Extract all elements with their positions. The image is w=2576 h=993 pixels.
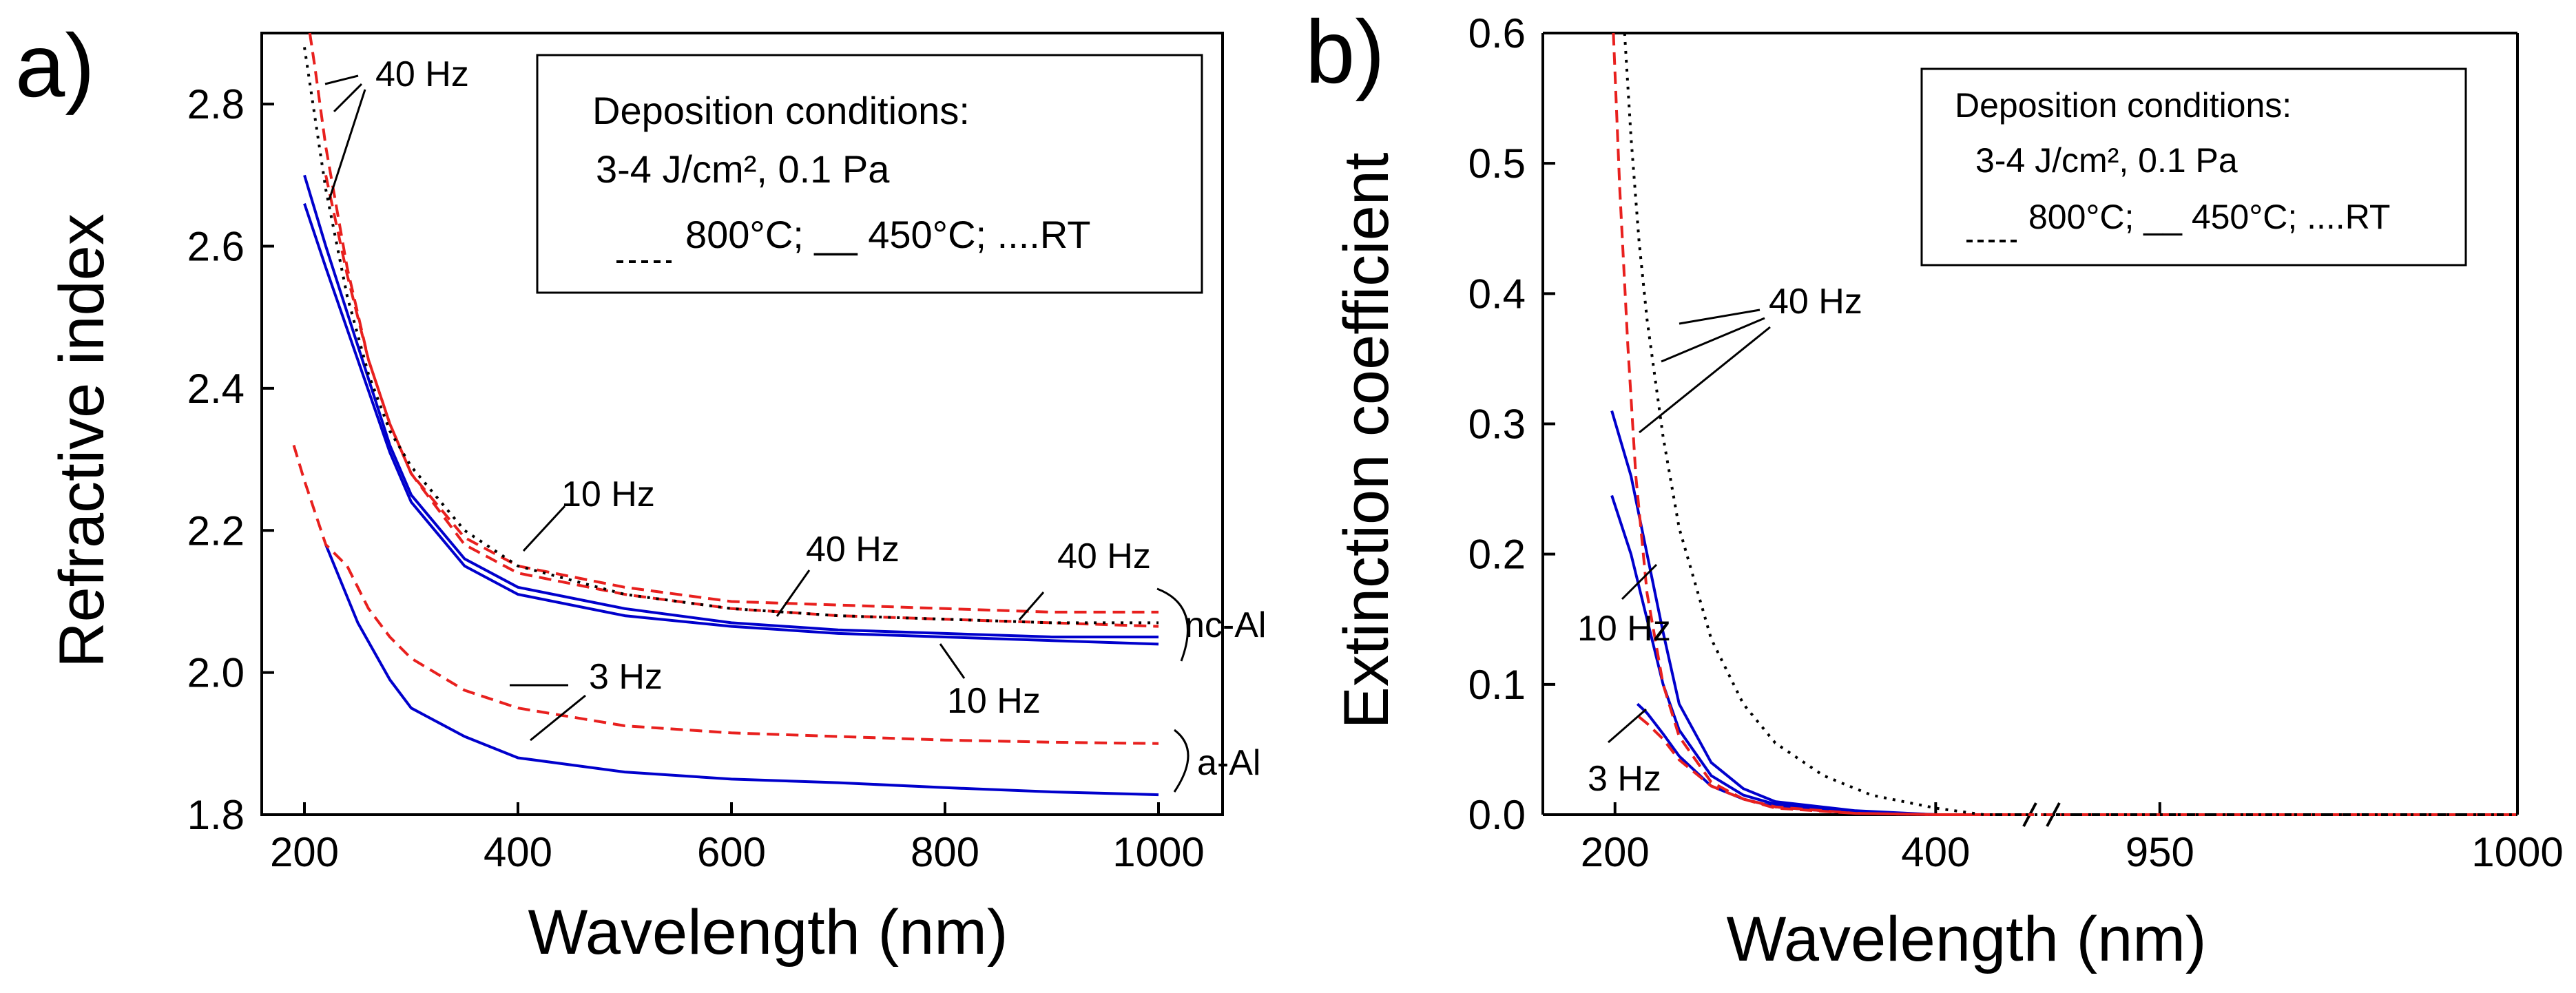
panel-b-x-ticks: 200 400 950 1000 [1581,802,2564,875]
panel-b-annotations [1608,309,1771,744]
panel-b-legend: Deposition conditions: 3-4 J/cm², 0.1 Pa… [1920,67,2467,266]
panel-b-x-tick-label: 950 [2126,829,2194,875]
panel-a-label: a) [15,15,95,116]
panel-b-arrow-40hz-1 [1679,309,1760,325]
panel-b-arrow-40hz-3 [1639,326,1771,434]
panel-a-arrow-40hz-mid [776,569,811,617]
panel-a-label-40hz-right: 40 Hz [1057,536,1151,576]
panel-a-x-ticks: 200 400 600 800 1000 [270,802,1205,875]
panel-b-label-40hz: 40 Hz [1769,282,1862,322]
panel-b-x-tick-label: 200 [1581,829,1650,875]
panel-a-label-40hz-top: 40 Hz [375,54,469,94]
panel-a-series-line [292,444,1159,745]
panel-b-arrow-10hz [1621,563,1658,600]
panel-a-series-line [324,174,1159,628]
panel-b-series-line [1638,715,1984,816]
panel-a-label-3hz: 3 Hz [589,657,663,697]
panel-b-y-axis-label: Extinction coefficient [1331,153,1402,729]
panel-b-label-10hz: 10 Hz [1577,609,1671,649]
panel-a-series-line [324,544,1159,797]
panel-b: b) Extinction coefficient Wavelength (nm… [1305,1,2564,974]
panel-a-x-tick-label: 400 [484,829,552,875]
panel-a-y-tick-label: 1.8 [187,792,245,838]
panel-b-arrow-3hz [1608,708,1647,744]
panel-a-annotations [324,74,1190,793]
panel-a-x-tick-label: 200 [270,829,339,875]
panel-a-legend-line2: 800°C; __ 450°C; ....RT [685,213,1091,256]
panel-a-arrow-40hz-right [1018,592,1045,620]
panel-a-y-tick-label: 2.6 [187,224,245,270]
panel-b-y-tick-label: 0.1 [1468,662,1526,708]
panel-b-y-tick-label: 0.5 [1468,140,1526,187]
panel-a-y-tick-label: 2.4 [187,366,245,412]
panel-a-series-line [303,174,1159,638]
panel-b-legend-title: Deposition conditions: [1955,86,2292,125]
panel-b-legend-line2: 800°C; __ 450°C; ....RT [2028,198,2390,236]
panel-b-arrow-40hz-2 [1661,317,1765,363]
panel-b-y-tick-label: 0.3 [1468,401,1526,448]
panel-a-label-a-al: a-Al [1197,743,1260,783]
panel-b-legend-box [1920,67,2467,266]
panel-a-a-bracket [1173,729,1190,793]
panel-a-arrow-3hz-2 [530,694,586,742]
panel-b-x-tick-label: 1000 [2471,829,2563,875]
panel-b-y-tick-label: 0.0 [1468,792,1526,838]
panel-a-series-line [303,202,1159,646]
panel-b-y-ticks: 0.0 0.1 0.2 0.3 0.4 0.5 0.6 [1468,10,1555,838]
panel-a-arrow-10hz [522,505,566,552]
panel-b-x-axis-label: Wavelength (nm) [1726,904,2206,974]
panel-b-legend-line1: 3-4 J/cm², 0.1 Pa [1975,141,2238,180]
panel-a-y-axis-label: Refractive index [47,213,117,668]
panel-a-legend-title: Deposition conditions: [592,89,970,132]
panel-a-arrow-40hz-2 [333,83,363,113]
panel-a-x-tick-label: 600 [697,829,766,875]
panel-a-legend-line1: 3-4 J/cm², 0.1 Pa [596,147,890,191]
panel-a-x-axis-label: Wavelength (nm) [528,897,1008,968]
panel-a-arrow-40hz-1 [324,74,359,85]
panel-b-series-line [1612,32,2517,816]
panel-b-series [1610,32,2517,816]
panel-b-y-tick-label: 0.6 [1468,10,1526,56]
panel-a-y-tick-label: 2.0 [187,650,245,696]
panel-a: a) Refractive index Wavelength (nm) 200 4… [15,15,1266,968]
panel-a-label-nc-al: nc-Al [1185,605,1266,645]
panel-b-x-tick-label: 400 [1901,829,1970,875]
panel-b-label: b) [1305,1,1385,102]
panel-a-label-10hz-low: 10 Hz [947,681,1041,721]
panel-a-y-tick-label: 2.8 [187,81,245,127]
panel-a-plot-frame [260,32,1224,816]
panel-a-arrow-10hz-low [939,643,966,679]
panel-a-y-tick-label: 2.2 [187,508,245,554]
panel-a-legend-box [536,54,1203,294]
panel-a-y-ticks: 1.8 2.0 2.2 2.4 2.6 2.8 [187,81,274,838]
panel-a-legend: Deposition conditions: 3-4 J/cm², 0.1 Pa… [536,54,1203,294]
panel-a-label-40hz-mid: 40 Hz [806,530,900,569]
panel-b-y-tick-label: 0.2 [1468,532,1526,578]
panel-a-arrow-40hz-3 [328,89,366,200]
panel-b-y-tick-label: 0.4 [1468,271,1526,317]
panel-a-x-tick-label: 800 [911,829,979,875]
panel-a-x-tick-label: 1000 [1112,829,1204,875]
panel-a-label-10hz-mid: 10 Hz [561,474,655,514]
panel-b-label-3hz: 3 Hz [1588,759,1661,799]
panel-a-nc-bracket [1156,587,1189,662]
